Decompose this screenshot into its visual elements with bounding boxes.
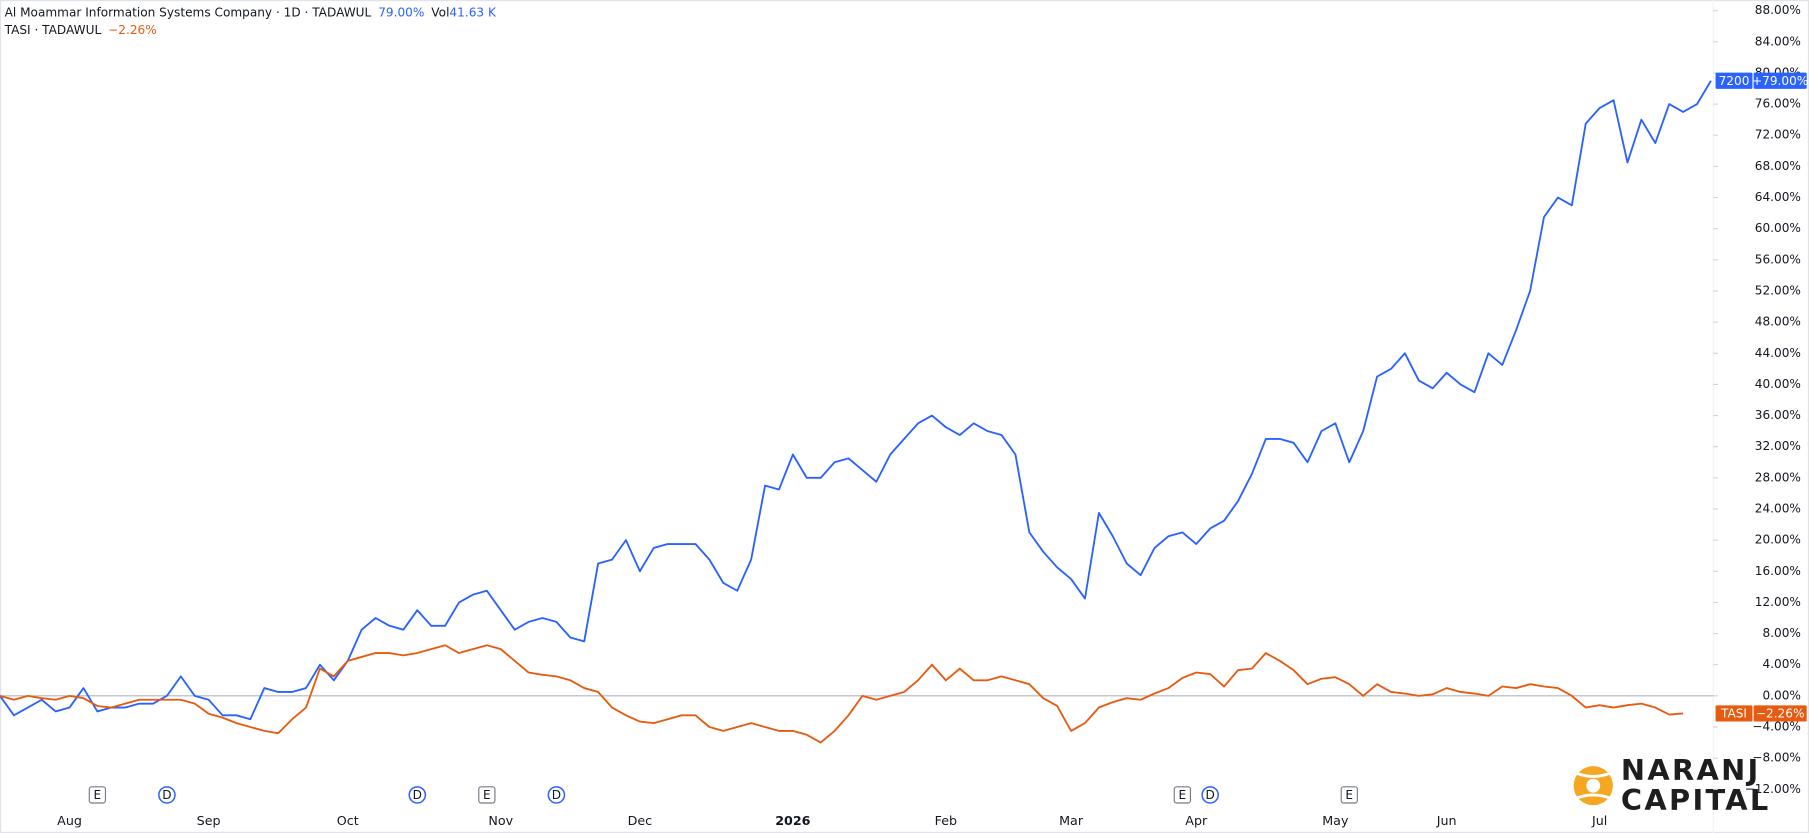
series-line <box>0 644 1684 744</box>
x-tick-label: Aug <box>57 813 82 828</box>
event-label: E <box>483 788 491 802</box>
legend-line-1: Al Moammar Information Systems Company ·… <box>5 5 497 19</box>
event-label: E <box>94 788 102 802</box>
event-label: D <box>1206 788 1215 802</box>
badge-value-bg <box>1753 72 1807 89</box>
x-tick-label: 2026 <box>775 813 810 828</box>
y-tick-label: 8.00% <box>1762 626 1800 640</box>
y-tick-label: 20.00% <box>1755 533 1801 547</box>
y-tick-label: 88.00% <box>1755 3 1801 17</box>
legend-series-name: TASI · TADAWUL <box>4 23 102 37</box>
y-tick-label: 76.00% <box>1755 97 1801 111</box>
event-label: E <box>1345 788 1353 802</box>
event-icon <box>478 786 496 804</box>
event-icon <box>158 786 176 804</box>
x-tick-label: Oct <box>337 813 359 828</box>
y-tick-label: 4.00% <box>1762 657 1800 671</box>
y-tick-label: −8.00% <box>1752 751 1801 765</box>
event-icon <box>88 786 107 804</box>
legend-change: 79.00% <box>378 5 424 19</box>
legend-change: −2.26% <box>108 23 157 37</box>
legend-series-name: Al Moammar Information Systems Company ·… <box>5 5 372 19</box>
legend-volume-label: Vol <box>431 5 449 19</box>
x-tick-label: Feb <box>935 813 957 828</box>
badge-name-bg <box>1715 72 1753 89</box>
x-tick-label: Dec <box>628 813 653 828</box>
badge-value-bg <box>1753 705 1807 722</box>
logo: NARANJ CAPITAL <box>1573 753 1771 817</box>
x-tick-label: May <box>1322 813 1349 828</box>
y-tick-label: 24.00% <box>1755 501 1801 515</box>
y-tick-label: 32.00% <box>1755 439 1801 453</box>
y-tick-label: 0.00% <box>1762 688 1800 702</box>
y-tick-label: 36.00% <box>1755 408 1801 422</box>
event-icon <box>1340 786 1358 804</box>
event-label: D <box>162 788 171 802</box>
event-label: E <box>1179 788 1187 802</box>
badge-name: TASI <box>1720 707 1747 721</box>
y-tick-label: 28.00% <box>1755 470 1801 484</box>
badge-value: −2.26% <box>1756 707 1805 721</box>
x-tick-label: Sep <box>197 813 221 828</box>
badge-value: +79.00% <box>1752 74 1808 88</box>
y-tick-label: 64.00% <box>1755 190 1801 204</box>
y-tick-label: 52.00% <box>1755 283 1801 297</box>
event-icon <box>1173 786 1192 804</box>
y-tick-label: 56.00% <box>1755 252 1801 266</box>
logo-icon-center <box>1586 778 1601 793</box>
x-tick-label: Nov <box>488 813 513 828</box>
x-tick-label: Mar <box>1059 813 1084 828</box>
event-icon <box>1201 786 1219 804</box>
logo-line-2: CAPITAL <box>1621 783 1771 817</box>
badge-name: 7200 <box>1719 74 1750 88</box>
logo-line-1: NARANJ <box>1621 753 1761 787</box>
y-tick-label: 16.00% <box>1755 564 1801 578</box>
y-tick-label: 72.00% <box>1755 128 1801 142</box>
y-tick-label: 48.00% <box>1755 315 1801 329</box>
y-tick-label: 44.00% <box>1755 346 1801 360</box>
event-icon <box>408 786 427 804</box>
y-tick-label: −12.00% <box>1745 782 1801 796</box>
badge-name-bg <box>1715 705 1753 722</box>
event-label: D <box>552 788 561 802</box>
legend-line-2: TASI · TADAWUL −2.26% <box>4 23 157 37</box>
event-label: D <box>413 788 422 802</box>
x-tick-label: Jun <box>1436 813 1457 828</box>
legend-volume-value: 41.63 K <box>449 5 497 19</box>
logo-icon-petals <box>1575 771 1612 800</box>
y-tick-label: 84.00% <box>1755 34 1801 48</box>
event-icon <box>547 786 566 804</box>
x-tick-label: Apr <box>1185 813 1208 828</box>
y-tick-label: 68.00% <box>1755 159 1801 173</box>
y-tick-label: 12.00% <box>1755 595 1801 609</box>
y-tick-label: −4.00% <box>1752 720 1801 734</box>
series-line <box>0 80 1712 721</box>
y-tick-label: 60.00% <box>1755 221 1801 235</box>
y-tick-label: 40.00% <box>1755 377 1801 391</box>
x-tick-label: Jul <box>1591 813 1607 828</box>
